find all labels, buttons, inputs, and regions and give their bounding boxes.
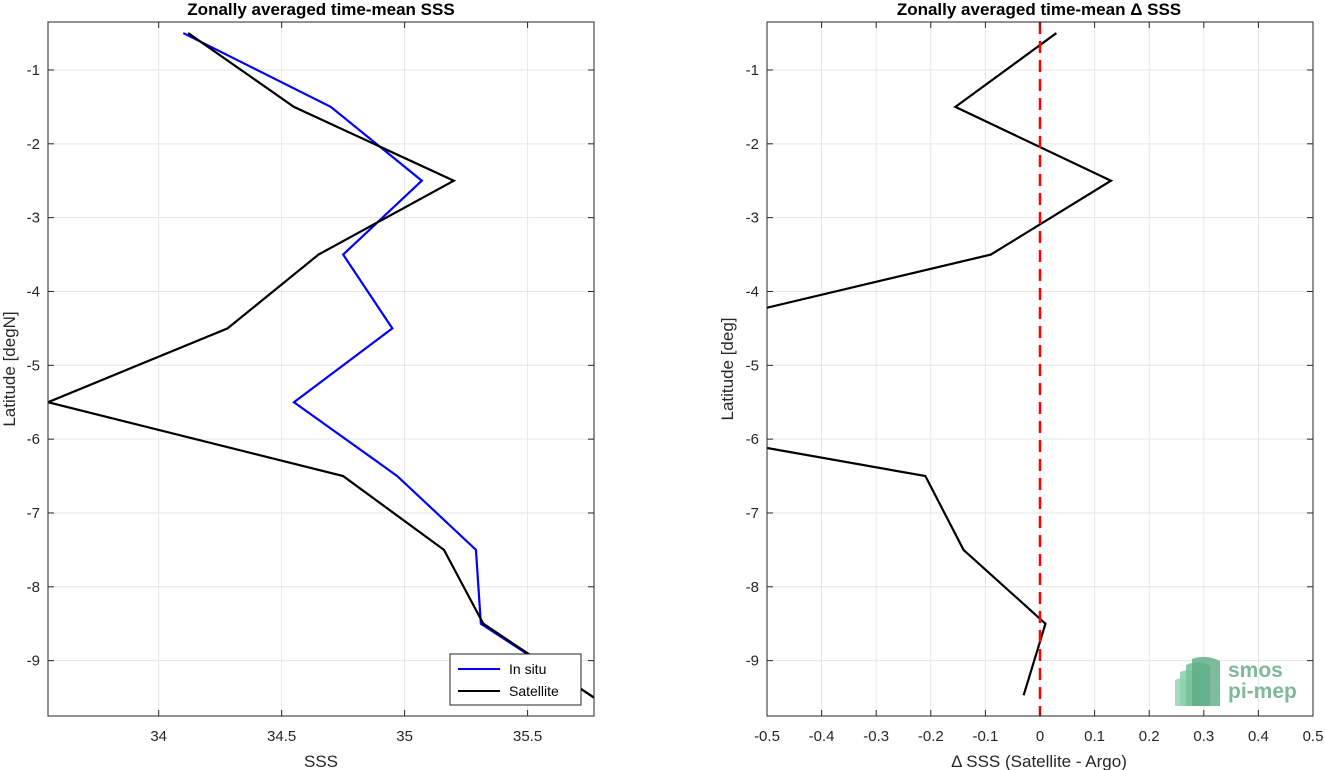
legend-satellite-label: Satellite [509,683,559,699]
delta-sss-y-tick-label: -8 [746,579,759,596]
sss-x-tick-label: 35.5 [513,728,542,745]
delta-sss-y-axis-label: Latitude [deg] [718,317,737,420]
delta-sss-axes-box [766,21,1314,717]
delta-sss-x-tick-label: -0.1 [972,728,998,745]
delta-sss-x-tick-label: -0.2 [918,728,944,745]
delta-sss-y-tick-label: -3 [746,210,759,227]
sss-y-tick-label: -7 [27,505,40,522]
sss-y-tick-label: -2 [27,136,40,153]
delta-sss-x-tick-label: -0.3 [863,728,889,745]
sss-y-tick-label: -8 [27,579,40,596]
delta-sss-x-tick-label: -0.5 [754,728,780,745]
delta-sss-y-tick-label: -5 [746,357,759,374]
delta-sss-x-axis-label: Δ SSS (Satellite - Argo) [951,752,1127,770]
sss-y-tick-label: -9 [27,653,40,670]
delta-sss-x-tick-label: 0.2 [1139,728,1160,745]
delta-sss-x-tick-label: 0 [1036,728,1044,745]
legend: In situ Satellite [449,653,582,706]
sss-x-axis-label: SSS [304,752,338,770]
sss-y-axis-label: Latitude [degN] [0,311,19,426]
sss-y-tick-label: -6 [27,431,40,448]
delta-sss-x-tick-label: 0.1 [1084,728,1105,745]
sss-plot-area [48,22,594,716]
delta-sss-x-tick-label: 0.5 [1303,728,1324,745]
sss-x-tick-label: 35 [396,728,413,745]
logo-wave-icon [1175,656,1220,706]
delta-sss-y-tick-label: -4 [746,283,759,300]
sss-y-tick-label: -3 [27,210,40,227]
sss-chart-title: Zonally averaged time-mean SSS [187,0,454,19]
delta-sss-series-line-delta [767,32,1114,309]
sss-axes-box [47,21,595,717]
delta-sss-x-tick-label: 0.3 [1193,728,1214,745]
sss-y-tick-label: -1 [27,62,40,79]
sss-x-tick-label: 34 [150,728,167,745]
logo-text-smos: smos [1228,659,1283,682]
sss-clipped-lines [48,32,594,699]
delta-sss-chart-title: Zonally averaged time-mean Δ SSS [897,0,1181,19]
legend-in-situ-label: In situ [509,661,546,677]
smos-pi-mep-logo: smos pi-mep [1175,656,1297,706]
legend-box [449,653,582,706]
delta-sss-y-tick-label: -9 [746,653,759,670]
delta-sss-clipped-lines [767,32,1114,696]
sss-y-tick-label: -5 [27,357,40,374]
sss-series-line-satellite [48,32,594,699]
delta-sss-y-tick-label: -7 [746,505,759,522]
sss-series-group [48,32,594,699]
delta-sss-axes-ticks: -0.5 -0.4 -0.3 -0.2 -0.1 0 0.1 0.2 0.3 0.4 0.5 -1 -2… [746,22,1324,745]
delta-sss-y-tick-label: -1 [746,62,759,79]
delta-sss-series-line-delta [767,446,1047,696]
delta-sss-y-tick-label: -2 [746,136,759,153]
sss-axes-ticks: 34 34.5 35 35.5 -1 -2 -3 -4 -5 -6 -7 -8 -9 [27,22,594,745]
sss-x-tick-label: 34.5 [267,728,296,745]
sss-panel: 34 34.5 35 35.5 -1 -2 -3 -4 -5 -6 -7 -8 -9 Zonally a… [0,0,595,770]
sss-y-tick-label: -4 [27,283,40,300]
delta-sss-x-tick-label: -0.4 [809,728,835,745]
delta-sss-y-tick-label: -6 [746,431,759,448]
delta-sss-series-group [767,22,1114,716]
logo-text-pi-mep: pi-mep [1228,680,1297,703]
delta-sss-x-tick-label: 0.4 [1248,728,1269,745]
delta-sss-panel: -0.5 -0.4 -0.3 -0.2 -0.1 0 0.1 0.2 0.3 0.4 0.5 -1 -2… [718,0,1323,770]
